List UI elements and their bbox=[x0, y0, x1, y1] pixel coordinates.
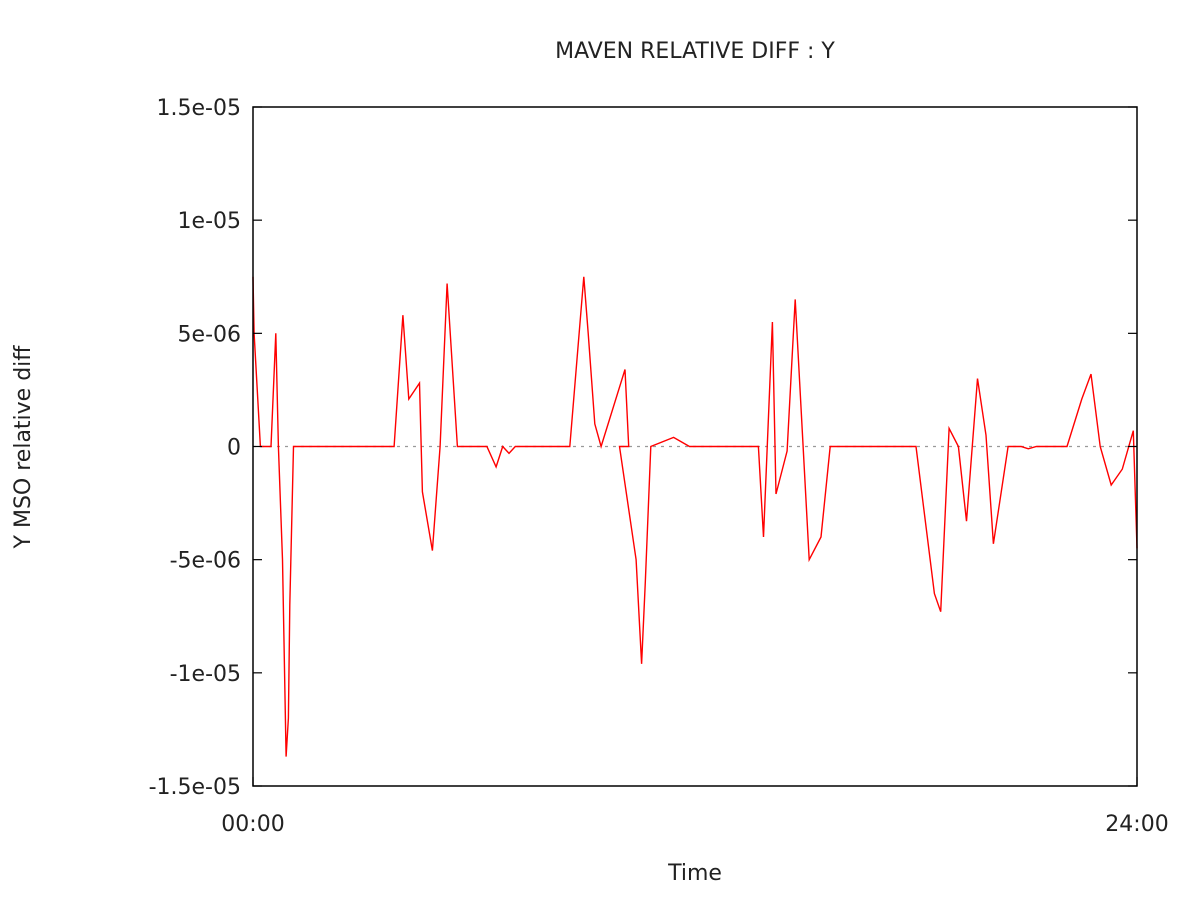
y-tick-label: -1e-05 bbox=[170, 662, 241, 687]
y-axis-label: Y MSO relative diff bbox=[11, 345, 36, 550]
y-tick-label: 1e-05 bbox=[178, 209, 241, 234]
chart-title: MAVEN RELATIVE DIFF : Y bbox=[555, 39, 835, 64]
y-tick-label: 0 bbox=[227, 436, 241, 461]
y-tick-label: 5e-06 bbox=[178, 322, 241, 347]
y-tick-label: -1.5e-05 bbox=[149, 775, 241, 800]
y-tick-label: -5e-06 bbox=[170, 549, 241, 574]
x-tick-label: 00:00 bbox=[221, 812, 284, 837]
series-line bbox=[252, 276, 1138, 757]
x-tick-label: 24:00 bbox=[1105, 812, 1168, 837]
y-tick-label: 1.5e-05 bbox=[157, 96, 241, 121]
x-axis-label: Time bbox=[667, 861, 722, 886]
